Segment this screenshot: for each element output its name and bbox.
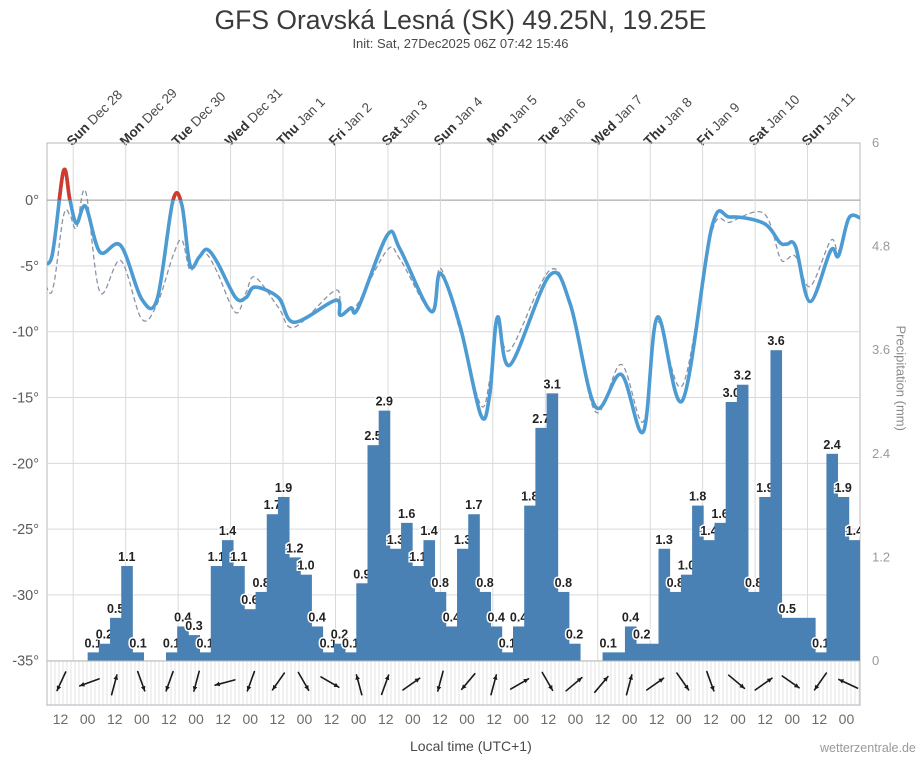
svg-text:12: 12	[215, 711, 231, 727]
svg-text:00: 00	[676, 711, 692, 727]
svg-text:12: 12	[595, 711, 611, 727]
svg-text:0.3: 0.3	[185, 619, 202, 633]
svg-text:12: 12	[53, 711, 69, 727]
svg-text:0.4: 0.4	[622, 610, 639, 624]
svg-text:12: 12	[270, 711, 286, 727]
svg-text:00: 00	[297, 711, 313, 727]
svg-text:3.2: 3.2	[734, 369, 751, 383]
svg-text:00: 00	[784, 711, 800, 727]
svg-text:-5°: -5°	[20, 259, 39, 275]
svg-text:1.7: 1.7	[465, 498, 482, 512]
svg-text:12: 12	[703, 711, 719, 727]
svg-text:00: 00	[459, 711, 475, 727]
svg-text:0°: 0°	[25, 193, 39, 209]
svg-text:00: 00	[405, 711, 421, 727]
svg-text:1.4: 1.4	[846, 524, 863, 538]
svg-text:00: 00	[839, 711, 855, 727]
svg-text:12: 12	[378, 711, 394, 727]
svg-text:-20°: -20°	[12, 456, 39, 472]
svg-text:12: 12	[541, 711, 557, 727]
svg-text:1.4: 1.4	[219, 524, 236, 538]
svg-text:00: 00	[242, 711, 258, 727]
svg-text:3.1: 3.1	[543, 377, 560, 391]
svg-text:1.1: 1.1	[230, 550, 247, 564]
svg-text:1.3: 1.3	[655, 533, 672, 547]
svg-text:0.2: 0.2	[633, 628, 650, 642]
svg-text:12: 12	[324, 711, 340, 727]
svg-text:12: 12	[486, 711, 502, 727]
svg-text:1.0: 1.0	[297, 559, 314, 573]
svg-text:0.4: 0.4	[308, 610, 325, 624]
svg-text:12: 12	[649, 711, 665, 727]
svg-text:2.9: 2.9	[376, 395, 393, 409]
svg-text:00: 00	[622, 711, 638, 727]
svg-text:12: 12	[757, 711, 773, 727]
svg-text:0.8: 0.8	[476, 576, 493, 590]
svg-text:00: 00	[188, 711, 204, 727]
svg-text:00: 00	[513, 711, 529, 727]
svg-text:1.6: 1.6	[398, 507, 415, 521]
svg-text:-30°: -30°	[12, 588, 39, 604]
svg-text:1.9: 1.9	[275, 481, 292, 495]
svg-text:1.4: 1.4	[420, 524, 437, 538]
svg-text:0.4: 0.4	[488, 610, 505, 624]
svg-text:00: 00	[568, 711, 584, 727]
svg-text:-15°: -15°	[12, 391, 39, 407]
svg-text:6: 6	[872, 135, 879, 150]
svg-text:2.4: 2.4	[872, 446, 890, 461]
svg-text:12: 12	[812, 711, 828, 727]
svg-text:0: 0	[872, 653, 879, 668]
svg-text:-25°: -25°	[12, 522, 39, 538]
svg-text:1.8: 1.8	[689, 490, 706, 504]
svg-text:00: 00	[730, 711, 746, 727]
svg-text:1.2: 1.2	[872, 549, 890, 564]
svg-text:3.6: 3.6	[767, 334, 784, 348]
svg-text:0.8: 0.8	[432, 576, 449, 590]
svg-text:12: 12	[107, 711, 123, 727]
svg-text:2.4: 2.4	[823, 438, 840, 452]
svg-text:00: 00	[351, 711, 367, 727]
svg-text:-10°: -10°	[12, 325, 39, 341]
svg-text:0.1: 0.1	[599, 636, 616, 650]
svg-text:1.1: 1.1	[118, 550, 135, 564]
svg-text:0.1: 0.1	[129, 636, 146, 650]
svg-text:00: 00	[134, 711, 150, 727]
svg-text:3.6: 3.6	[872, 342, 890, 357]
svg-text:00: 00	[80, 711, 96, 727]
svg-text:1.2: 1.2	[286, 541, 303, 555]
svg-text:4.8: 4.8	[872, 239, 890, 254]
svg-text:1.9: 1.9	[835, 481, 852, 495]
svg-text:0.8: 0.8	[555, 576, 572, 590]
svg-text:-35°: -35°	[12, 654, 39, 670]
svg-text:0.5: 0.5	[779, 602, 796, 616]
svg-text:12: 12	[161, 711, 177, 727]
svg-text:0.2: 0.2	[566, 628, 583, 642]
svg-text:12: 12	[432, 711, 448, 727]
